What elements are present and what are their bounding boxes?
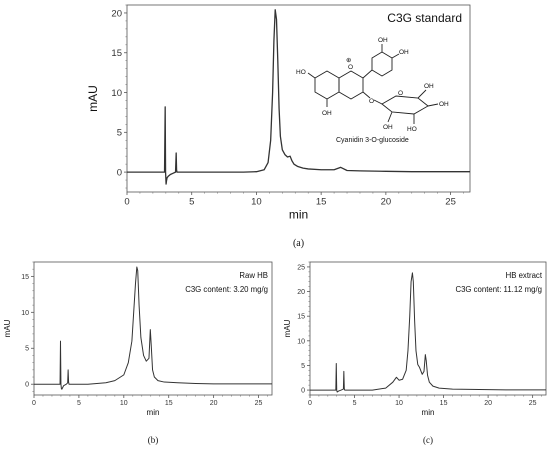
ring-b (371, 51, 393, 77)
atom-o-glc: O (398, 90, 403, 97)
x-tick-label: 0 (308, 400, 312, 407)
x-tick-label: 10 (251, 197, 262, 208)
atom-oh-b1: OH (378, 37, 388, 44)
x-tick-label: 25 (255, 400, 263, 407)
atom-oh-g2: OH (439, 101, 449, 108)
sample-annotation: Raw HB (239, 271, 268, 280)
atom-o-link: O (369, 98, 374, 105)
y-tick-label: 10 (111, 88, 122, 99)
atom-oh-g1: OH (424, 83, 434, 90)
y-tick-label: 0 (301, 388, 305, 395)
bond-o-glc (373, 99, 383, 105)
y-tick-label: 0 (117, 167, 122, 178)
panel-caption: (b) (148, 435, 159, 445)
chromatogram-line (34, 266, 272, 390)
sample-annotation: HB extract (506, 271, 543, 280)
x-tick-label: 0 (32, 400, 36, 407)
panel-caption: (a) (293, 238, 304, 249)
content-annotation: C3G content: 3.20 mg/g (185, 285, 268, 294)
bond-glc-oh3 (387, 111, 393, 123)
structure-caption: Cyanidin 3-O-glucoside (336, 137, 409, 144)
panel-caption: (c) (423, 435, 433, 445)
x-tick-label: 15 (316, 197, 327, 208)
bond-glc-ch2oh (417, 89, 427, 99)
content-annotation: C3G content: 11.12 mg/g (455, 285, 542, 294)
chart-panel-a: 0 5 10 15 20 25 0 5 10 15 20 min mAU C3G standard (a) (86, 4, 471, 249)
x-tick-label: 20 (484, 400, 492, 407)
y-tick-label: 20 (297, 289, 305, 296)
bond-glc-oh1 (427, 103, 439, 107)
x-tick-label: 5 (353, 400, 357, 407)
x-tick-label: 10 (395, 400, 403, 407)
x-tick-label: 15 (165, 400, 173, 407)
x-tick-label: 20 (381, 197, 392, 208)
x-tick-label: 20 (210, 400, 218, 407)
y-tick-label: 5 (301, 363, 305, 370)
y-tick-label: 5 (117, 128, 122, 139)
x-tick-label: 5 (189, 197, 194, 208)
x-axis-title: min (422, 408, 435, 417)
x-axis-title: min (147, 408, 160, 417)
x-axis-title: min (289, 208, 308, 222)
bond-c-o (362, 91, 371, 99)
plot-frame (309, 261, 547, 396)
x-tick-label: 10 (120, 400, 128, 407)
glucose-ring (381, 95, 429, 115)
plot-frame (126, 4, 471, 193)
y-tick-label: 0 (25, 382, 29, 389)
atom-o-ring: O (348, 64, 353, 71)
y-tick-label: 15 (111, 48, 122, 59)
chromatogram-line (127, 9, 470, 185)
atom-oh-g4: OH (383, 124, 393, 131)
x-tick-label: 15 (440, 400, 448, 407)
y-tick-label: 5 (25, 346, 29, 353)
cyanidin-structure-drawing: OH OH HO OH O ⊕ O O OH OH HO OH Cyanidin… (296, 37, 449, 144)
chart-panel-b: 0 5 10 15 20 25 0 5 10 15 min mAU Raw HB C3G content:… (3, 261, 273, 445)
atom-oh-a: OH (322, 110, 332, 117)
ring-a (314, 70, 340, 100)
y-tick-label: 15 (21, 274, 29, 281)
bond-c-b (362, 69, 373, 79)
y-axis-title: mAU (283, 319, 292, 337)
plot-frame (33, 261, 273, 396)
atom-ho-a: HO (296, 69, 306, 76)
x-tick-label: 25 (529, 400, 537, 407)
y-tick-label: 10 (297, 338, 305, 345)
chromatogram-line (310, 272, 546, 393)
bond-b-oh2 (391, 53, 400, 59)
chart-panel-c: 0 5 10 15 20 25 0 5 10 15 20 25 min mAU HB extract C3G … (283, 261, 547, 445)
y-tick-label: 15 (297, 314, 305, 321)
atom-plus: ⊕ (346, 57, 352, 64)
x-tick-label: 5 (77, 400, 81, 407)
bond-a-ho (307, 72, 316, 79)
sample-annotation: C3G standard (387, 11, 462, 25)
y-tick-label: 25 (297, 264, 305, 271)
atom-ho-g3: HO (407, 126, 417, 133)
y-tick-label: 20 (111, 8, 122, 19)
x-tick-label: 25 (445, 197, 456, 208)
ring-c (338, 70, 364, 100)
y-tick-label: 10 (21, 310, 29, 317)
y-axis-title: mAU (3, 319, 12, 337)
x-tick-label: 0 (124, 197, 129, 208)
y-axis-title: mAU (86, 85, 100, 112)
atom-oh-b2: OH (399, 49, 409, 56)
